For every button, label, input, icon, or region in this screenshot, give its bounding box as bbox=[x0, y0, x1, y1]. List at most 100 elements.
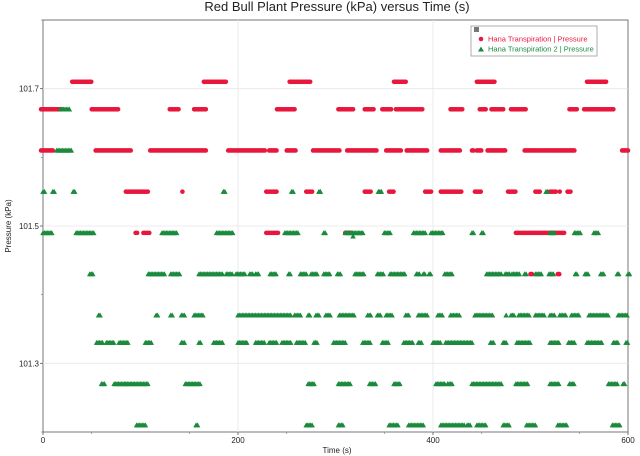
legend: Hana Transpiration | Pressure Hana Trans… bbox=[470, 25, 598, 57]
data-point bbox=[598, 339, 605, 345]
data-point bbox=[293, 148, 298, 153]
legend-toggle-icon[interactable] bbox=[474, 27, 479, 32]
data-point bbox=[219, 339, 226, 345]
data-point bbox=[307, 79, 313, 85]
data-point bbox=[421, 271, 428, 277]
data-point bbox=[397, 381, 403, 387]
data-point bbox=[88, 79, 94, 85]
x-tick-label: 600 bbox=[621, 436, 635, 445]
data-point bbox=[624, 339, 631, 345]
data-point bbox=[200, 312, 206, 318]
data-point bbox=[405, 312, 412, 318]
data-point bbox=[409, 339, 416, 345]
data-point bbox=[274, 148, 279, 153]
data-point bbox=[181, 312, 188, 318]
data-point bbox=[66, 106, 73, 112]
data-point bbox=[173, 230, 180, 236]
data-point bbox=[273, 271, 279, 277]
grid-lines bbox=[43, 20, 628, 432]
data-point bbox=[574, 106, 580, 112]
data-point bbox=[524, 381, 531, 387]
data-point bbox=[502, 148, 508, 153]
data-point bbox=[572, 148, 577, 153]
data-point bbox=[571, 381, 577, 387]
data-point bbox=[550, 271, 557, 277]
data-point bbox=[625, 148, 631, 153]
data-point bbox=[532, 422, 539, 428]
data-point bbox=[600, 271, 607, 277]
legend-marker-pressure bbox=[478, 36, 484, 42]
data-point bbox=[419, 106, 425, 112]
data-point bbox=[99, 339, 106, 345]
data-point bbox=[483, 106, 488, 112]
data-point bbox=[327, 312, 333, 318]
data-point bbox=[303, 271, 310, 277]
data-point bbox=[342, 339, 349, 345]
data-point bbox=[614, 339, 621, 345]
data-point bbox=[511, 312, 517, 318]
data-point bbox=[603, 79, 609, 85]
data-point bbox=[219, 271, 226, 277]
data-point bbox=[541, 312, 547, 318]
data-point bbox=[180, 189, 185, 194]
data-point bbox=[314, 339, 320, 345]
data-point bbox=[275, 230, 281, 236]
data-point bbox=[616, 422, 623, 428]
x-tick-label: 200 bbox=[231, 436, 245, 445]
legend-marker-pressure-2 bbox=[478, 46, 484, 52]
data-point bbox=[551, 230, 558, 236]
data-point bbox=[449, 271, 455, 277]
data-point bbox=[302, 339, 309, 345]
data-point bbox=[458, 189, 464, 194]
data-point bbox=[537, 189, 543, 194]
data-point bbox=[229, 230, 236, 236]
data-point bbox=[380, 271, 387, 277]
data-point bbox=[456, 312, 463, 318]
data-series bbox=[38, 79, 633, 428]
data-point bbox=[568, 189, 573, 194]
data-point bbox=[478, 189, 484, 194]
data-point bbox=[523, 271, 529, 277]
data-point bbox=[401, 271, 408, 277]
data-point bbox=[595, 230, 602, 236]
data-point bbox=[482, 422, 489, 428]
data-point bbox=[449, 381, 455, 387]
data-point bbox=[498, 271, 505, 277]
data-point bbox=[562, 312, 569, 318]
data-point bbox=[181, 339, 188, 345]
data-point bbox=[470, 230, 477, 236]
data-point bbox=[71, 188, 78, 194]
data-point bbox=[503, 339, 509, 345]
data-point bbox=[387, 230, 393, 236]
data-point bbox=[585, 271, 591, 277]
data-point bbox=[372, 381, 379, 387]
data-point bbox=[538, 271, 545, 277]
y-axis-label: Pressure (kPa) bbox=[4, 199, 13, 253]
data-point bbox=[403, 79, 409, 85]
data-point bbox=[128, 148, 134, 153]
data-point bbox=[326, 271, 333, 277]
data-point bbox=[395, 422, 401, 428]
data-point bbox=[459, 106, 465, 112]
data-point bbox=[574, 271, 580, 277]
data-point bbox=[557, 189, 563, 194]
data-point bbox=[516, 271, 523, 277]
data-point bbox=[351, 312, 357, 318]
data-point bbox=[553, 189, 559, 194]
data-point bbox=[427, 271, 434, 277]
data-point bbox=[420, 422, 427, 428]
legend-box bbox=[470, 25, 598, 57]
data-point bbox=[229, 271, 235, 277]
x-axis-label: Time (s) bbox=[322, 446, 351, 455]
data-point bbox=[169, 312, 175, 318]
data-point bbox=[89, 271, 96, 277]
data-point bbox=[197, 381, 203, 387]
data-point bbox=[368, 189, 373, 194]
data-point bbox=[439, 312, 446, 318]
data-point bbox=[273, 339, 280, 345]
data-point bbox=[556, 271, 562, 277]
data-point bbox=[350, 233, 356, 239]
data-point bbox=[577, 230, 584, 236]
data-point bbox=[290, 188, 296, 194]
